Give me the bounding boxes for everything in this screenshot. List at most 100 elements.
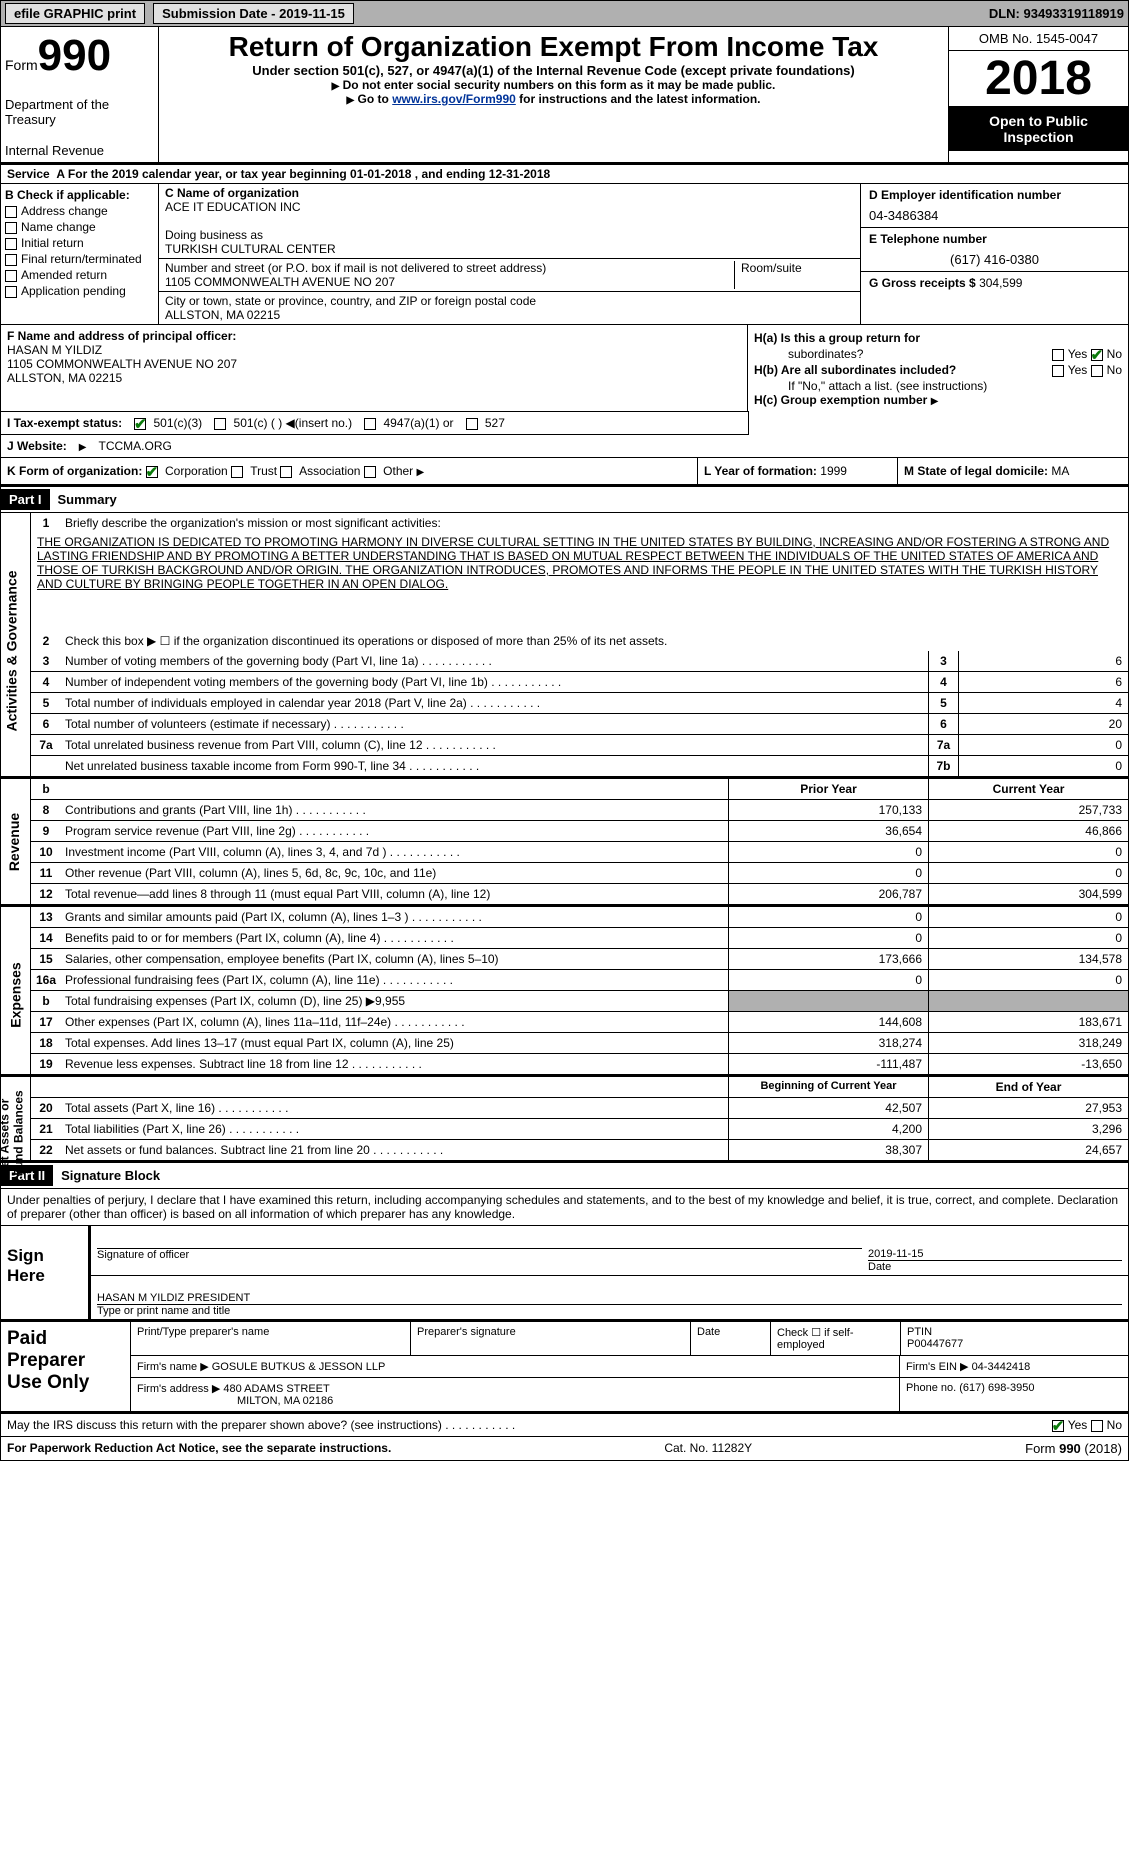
cb-4947[interactable] <box>364 418 376 430</box>
l18-c: 318,249 <box>928 1033 1128 1053</box>
cb-527[interactable] <box>466 418 478 430</box>
l13-p: 0 <box>728 907 928 927</box>
l18-t: Total expenses. Add lines 13–17 (must eq… <box>61 1033 728 1053</box>
part2-title: Signature Block <box>53 1168 160 1183</box>
l6-t: Total number of volunteers (estimate if … <box>61 714 928 734</box>
sig-date: 2019-11-15 <box>868 1248 1122 1260</box>
l7b-v: 0 <box>958 756 1128 776</box>
l21-c: 3,296 <box>928 1119 1128 1139</box>
l13-c: 0 <box>928 907 1128 927</box>
ha-sub: subordinates? <box>754 347 863 361</box>
l22-p: 38,307 <box>728 1140 928 1160</box>
cb-ha-yes[interactable] <box>1052 349 1064 361</box>
cb-other[interactable] <box>364 466 376 478</box>
cb-hb-no[interactable] <box>1091 365 1103 377</box>
goto-link[interactable]: www.irs.gov/Form990 <box>392 92 516 106</box>
open-to-public: Open to Public Inspection <box>949 107 1128 151</box>
rowA-begin: 01-01-2018 <box>350 167 411 181</box>
paid-h1: Print/Type preparer's name <box>131 1322 411 1355</box>
l8-p: 170,133 <box>728 800 928 820</box>
cb-501c[interactable] <box>214 418 226 430</box>
cb-may-yes[interactable] <box>1052 1420 1064 1432</box>
omb: OMB No. 1545-0047 <box>949 27 1128 51</box>
efile-btn[interactable]: efile GRAPHIC print <box>5 3 145 24</box>
side-ag: Activities & Governance <box>4 570 20 731</box>
l8-t: Contributions and grants (Part VIII, lin… <box>61 800 728 820</box>
l6-v: 20 <box>958 714 1128 734</box>
m-val: MA <box>1051 464 1069 478</box>
arrow-icon <box>347 92 355 106</box>
firm: GOSULE BUTKUS & JESSON LLP <box>212 1361 386 1373</box>
l14-p: 0 <box>728 928 928 948</box>
arrow-icon <box>417 464 425 478</box>
l9-t: Program service revenue (Part VIII, line… <box>61 821 728 841</box>
sig-lbl: Signature of officer <box>97 1248 862 1261</box>
k-o1: Corporation <box>165 464 228 478</box>
l-lbl: L Year of formation: <box>704 464 817 478</box>
l5-n: 5 <box>928 693 958 713</box>
cb-amended[interactable] <box>5 270 17 282</box>
firm-lbl: Firm's name ▶ <box>137 1361 209 1373</box>
l15-p: 173,666 <box>728 949 928 969</box>
cb-corp[interactable] <box>146 466 158 478</box>
l22-t: Net assets or fund balances. Subtract li… <box>61 1140 728 1160</box>
cb-name[interactable] <box>5 222 17 234</box>
e-val: (617) 416-0380 <box>869 252 1120 267</box>
ph-lbl: Phone no. <box>906 1382 956 1394</box>
form-subtitle: Under section 501(c), 527, or 4947(a)(1)… <box>163 63 944 78</box>
l5-t: Total number of individuals employed in … <box>61 693 928 713</box>
l17-c: 183,671 <box>928 1012 1128 1032</box>
cb-app[interactable] <box>5 286 17 298</box>
part1-title: Summary <box>50 492 117 507</box>
cb-may-no[interactable] <box>1091 1420 1103 1432</box>
cb-trust[interactable] <box>231 466 243 478</box>
l16a-t: Professional fundraising fees (Part IX, … <box>61 970 728 990</box>
i-lbl: I Tax-exempt status: <box>7 416 122 430</box>
l12-p: 206,787 <box>728 884 928 904</box>
i-o4: 527 <box>485 416 505 430</box>
cb-address[interactable] <box>5 206 17 218</box>
k-lbl: K Form of organization: <box>7 464 142 478</box>
arrow-icon <box>332 78 340 92</box>
paid-addr1: 480 ADAMS STREET <box>223 1383 329 1395</box>
side-exp: Expenses <box>8 962 24 1027</box>
paid-h3: Date <box>691 1322 771 1355</box>
l9-p: 36,654 <box>728 821 928 841</box>
form-label: Form <box>5 57 38 73</box>
ein: 04-3442418 <box>972 1361 1031 1373</box>
l2: Check this box ▶ ☐ if the organization d… <box>61 631 1128 651</box>
l4-v: 6 <box>958 672 1128 692</box>
d-lbl: D Employer identification number <box>869 188 1120 202</box>
l3-n: 3 <box>928 651 958 671</box>
cb-final[interactable] <box>5 254 17 266</box>
cb-hb-yes[interactable] <box>1052 365 1064 377</box>
cb-initial[interactable] <box>5 238 17 250</box>
l21-p: 4,200 <box>728 1119 928 1139</box>
l7a-t: Total unrelated business revenue from Pa… <box>61 735 928 755</box>
f-addr1: 1105 COMMONWEALTH AVENUE NO 207 <box>7 357 741 371</box>
i-o2: 501(c) ( ) <box>234 416 283 430</box>
side-rev: Revenue <box>6 813 22 871</box>
may-yes: Yes <box>1068 1418 1088 1432</box>
l13-t: Grants and similar amounts paid (Part IX… <box>61 907 728 927</box>
cb-501c3[interactable] <box>134 418 146 430</box>
cb-ha-no[interactable] <box>1091 349 1103 361</box>
cb-assoc[interactable] <box>280 466 292 478</box>
c-name: ACE IT EDUCATION INC <box>165 200 301 214</box>
form-number: 990 <box>38 31 111 80</box>
l16a-c: 0 <box>928 970 1128 990</box>
l3-v: 6 <box>958 651 1128 671</box>
l14-t: Benefits paid to or for members (Part IX… <box>61 928 728 948</box>
hb-lbl: H(b) Are all subordinates included? <box>754 363 956 377</box>
submission-date-btn[interactable]: Submission Date - 2019-11-15 <box>153 3 354 24</box>
l16b-t: Total fundraising expenses (Part IX, col… <box>61 991 728 1011</box>
sig-name: HASAN M YILDIZ PRESIDENT <box>97 1292 1122 1304</box>
e-lbl: E Telephone number <box>869 232 1120 246</box>
c-dba-lbl: Doing business as <box>165 228 263 242</box>
k-o2: Trust <box>250 464 277 478</box>
yes: Yes <box>1068 347 1088 361</box>
prior-hdr: Prior Year <box>728 779 928 799</box>
b-5: Application pending <box>21 284 126 298</box>
l12-c: 304,599 <box>928 884 1128 904</box>
l21-t: Total liabilities (Part X, line 26) <box>61 1119 728 1139</box>
